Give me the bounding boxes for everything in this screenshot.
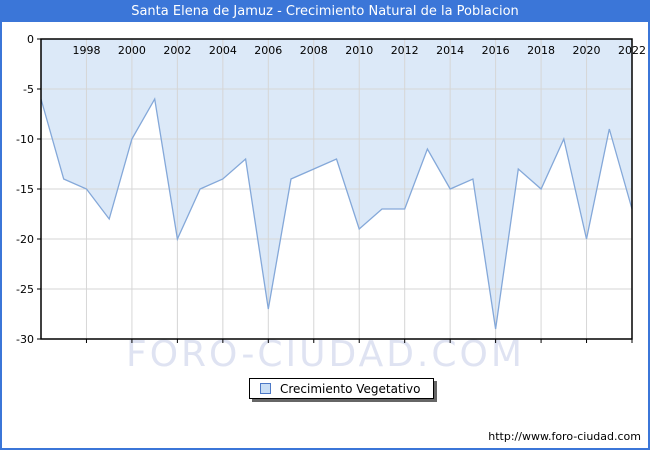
title-bar: Santa Elena de Jamuz - Crecimiento Natur…: [2, 2, 648, 22]
svg-text:-25: -25: [16, 283, 34, 296]
svg-text:-15: -15: [16, 183, 34, 196]
svg-text:2014: 2014: [436, 44, 464, 57]
legend-swatch-icon: [260, 383, 271, 394]
svg-text:-5: -5: [23, 83, 34, 96]
svg-text:2002: 2002: [163, 44, 191, 57]
footer-url: http://www.foro-ciudad.com: [488, 430, 641, 443]
svg-text:-10: -10: [16, 133, 34, 146]
svg-text:2010: 2010: [345, 44, 373, 57]
svg-text:2000: 2000: [118, 44, 146, 57]
svg-text:-30: -30: [16, 333, 34, 346]
svg-text:2022: 2022: [618, 44, 646, 57]
watermark: FORO-CIUDAD.COM: [126, 334, 525, 375]
svg-text:2018: 2018: [527, 44, 555, 57]
svg-text:1998: 1998: [72, 44, 100, 57]
svg-text:-20: -20: [16, 233, 34, 246]
page-title: Santa Elena de Jamuz - Crecimiento Natur…: [131, 4, 519, 19]
svg-text:2020: 2020: [573, 44, 601, 57]
svg-text:2016: 2016: [482, 44, 510, 57]
legend-box: Crecimiento Vegetativo: [249, 378, 435, 399]
svg-text:2008: 2008: [300, 44, 328, 57]
legend-label: Crecimiento Vegetativo: [280, 381, 421, 396]
svg-text:2006: 2006: [254, 44, 282, 57]
svg-text:2012: 2012: [391, 44, 419, 57]
svg-text:0: 0: [27, 33, 34, 46]
svg-text:2004: 2004: [209, 44, 237, 57]
